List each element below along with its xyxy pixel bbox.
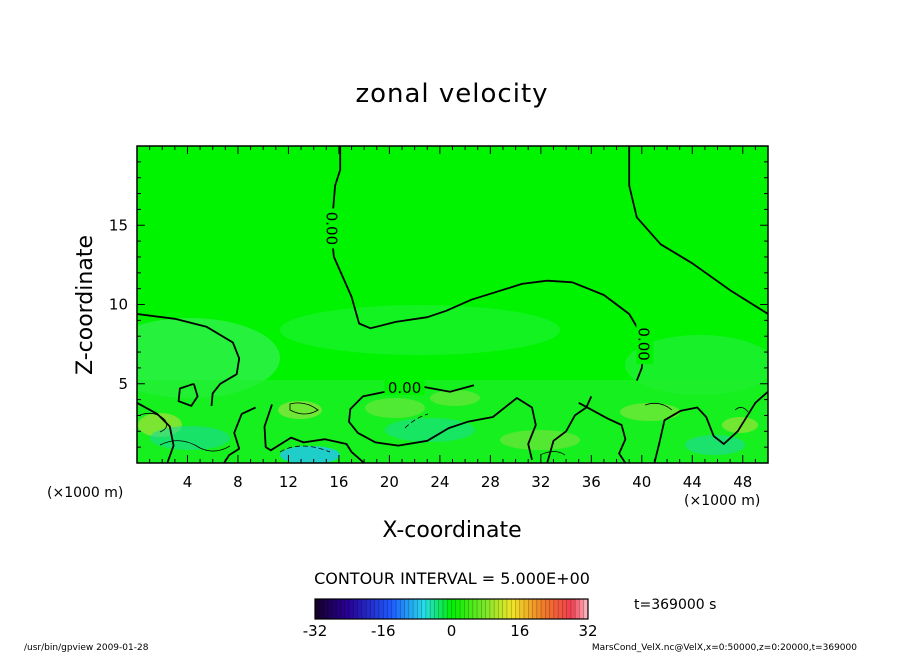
time-label: t=369000 s: [634, 597, 716, 613]
plot-fill: [137, 146, 768, 463]
zero-contour-1: [628, 146, 768, 315]
x-unit-right: (×1000 m): [684, 493, 760, 509]
contour-label-text: 0.00: [323, 212, 341, 245]
zero-contour-2: [137, 313, 241, 406]
zero-contour-6: [177, 382, 199, 407]
x-axis-ticks: 4 8 12 16 20 24 28 32 36 40 44 48: [136, 146, 769, 491]
x-tick-label: 8: [233, 473, 243, 491]
zero-contour-9: [546, 396, 593, 463]
footer-left: /usr/bin/gpview 2009-01-28: [24, 643, 149, 653]
x-tick-label: 4: [183, 473, 193, 491]
y-tick-label: 10: [109, 296, 128, 314]
y-axis-label: Z-coordinate: [73, 235, 98, 375]
x-tick-label: 36: [582, 473, 601, 491]
contour-label-0: 0.00: [323, 208, 342, 249]
zero-contour-4: [423, 384, 475, 393]
x-tick-label: 48: [733, 473, 752, 491]
zero-contour-3: [348, 386, 537, 461]
zero-contour-8: [263, 404, 365, 463]
x-axis-label: X-coordinate: [382, 518, 521, 543]
contour-label-1: 0.00: [634, 324, 654, 365]
x-unit-left: (×1000 m): [47, 485, 123, 501]
x-tick-label: 32: [531, 473, 550, 491]
y-axis-ticks: 5 10 15: [109, 145, 768, 464]
zero-contour-7: [223, 406, 256, 463]
contour-label-text: 0.00: [388, 379, 421, 397]
contour-labels: 0.00 0.00 0.00: [323, 208, 654, 397]
y-tick-label: 5: [118, 375, 128, 393]
colorbar-tick-label: 16: [510, 622, 529, 640]
contour-interval: CONTOUR INTERVAL = 5.000E+00: [314, 569, 590, 588]
x-tick-label: 24: [430, 473, 449, 491]
colorbar-tick-label: 32: [578, 622, 597, 640]
colorbar-tick-label: 0: [447, 622, 457, 640]
chart-title: zonal velocity: [355, 79, 548, 109]
zero-contour-11: [653, 391, 768, 463]
zero-contour-10: [578, 402, 627, 463]
x-tick-label: 20: [380, 473, 399, 491]
zero-contour-5: [137, 402, 175, 463]
x-tick-label: 44: [683, 473, 702, 491]
colorbar-ticks: -32 -16 0 16 32: [303, 622, 598, 640]
colorbar-frame: [314, 598, 589, 620]
colorbar-tick-label: -32: [303, 622, 328, 640]
contour-label-text: 0.00: [634, 327, 652, 360]
x-tick-label: 12: [279, 473, 298, 491]
colorbar: [314, 599, 589, 619]
footer-right: MarsCond_VelX.nc@VelX,x=0:50000,z=0:2000…: [592, 643, 857, 653]
colorbar-tick-label: -16: [371, 622, 396, 640]
x-tick-label: 16: [329, 473, 348, 491]
x-tick-label: 40: [632, 473, 651, 491]
contour-label-2: 0.00: [384, 377, 425, 397]
x-tick-label: 28: [481, 473, 500, 491]
y-tick-label: 15: [109, 216, 128, 234]
